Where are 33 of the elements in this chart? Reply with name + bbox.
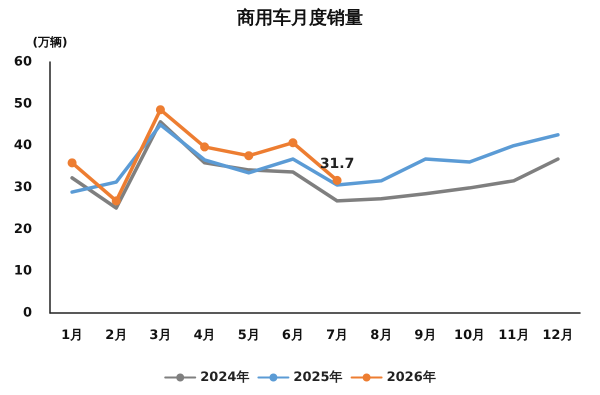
point <box>112 196 121 206</box>
x-tick-label: 4月 <box>194 328 216 343</box>
point <box>68 158 77 168</box>
data-label: 31.7 <box>320 156 354 172</box>
chart-title: 商用车月度销量 <box>236 8 363 28</box>
y-tick-label: 60 <box>14 54 32 70</box>
y-tick-label: 30 <box>14 180 32 195</box>
x-tick-label: 3月 <box>149 328 172 343</box>
x-tick-label: 10月 <box>454 328 486 343</box>
legend-label: 2026年 <box>386 370 436 385</box>
point <box>200 142 210 152</box>
point <box>288 138 298 148</box>
y-axis-title: (万辆) <box>32 35 68 49</box>
x-tick-label: 11月 <box>498 328 530 343</box>
legend-label: 2025年 <box>293 370 343 385</box>
x-tick-label: 12月 <box>542 328 574 343</box>
x-tick-label: 1月 <box>61 328 84 343</box>
y-tick-label: 50 <box>14 96 32 112</box>
point <box>244 151 254 160</box>
x-tick-label: 5月 <box>238 328 260 343</box>
y-tick-label: 10 <box>14 264 32 279</box>
point <box>156 105 165 114</box>
y-tick-label: 40 <box>14 138 32 154</box>
x-tick-label: 9月 <box>414 328 436 343</box>
x-tick-label: 6月 <box>282 328 304 343</box>
point <box>332 176 342 185</box>
x-tick-label: 2月 <box>105 328 128 343</box>
x-tick-label: 8月 <box>370 328 392 343</box>
line-series <box>70 123 560 194</box>
y-tick-label: 20 <box>14 222 32 237</box>
legend-label: 2024年 <box>200 370 250 385</box>
y-tick-label: 0 <box>22 306 32 320</box>
x-tick-label: 7月 <box>326 328 348 343</box>
